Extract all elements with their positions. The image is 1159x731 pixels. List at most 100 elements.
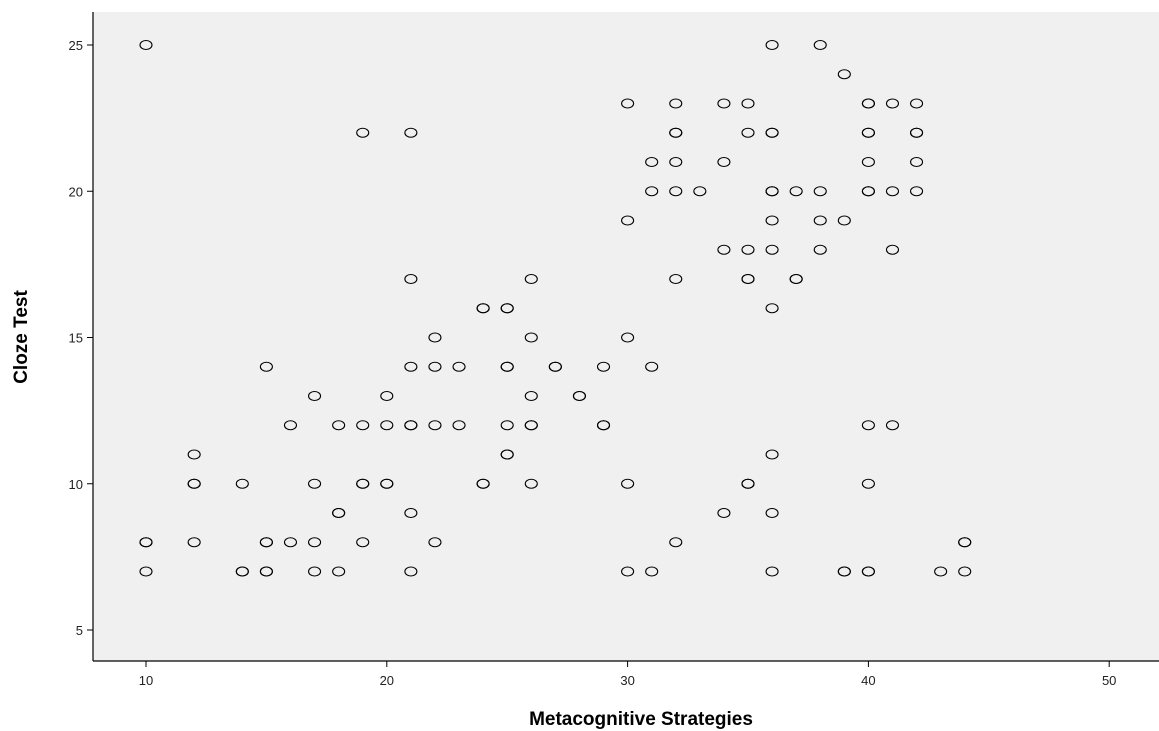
data-point: [187, 478, 201, 489]
data-point: [789, 273, 803, 285]
data-point: [404, 420, 418, 431]
data-point: [813, 244, 827, 255]
data-point: [717, 507, 731, 519]
data-point: [404, 127, 418, 138]
data-point: [380, 390, 394, 402]
x-tick-label: 40: [861, 673, 875, 688]
x-tick-label: 10: [139, 673, 153, 688]
data-point: [500, 361, 514, 372]
data-point: [813, 215, 827, 226]
data-point: [524, 478, 538, 489]
y-tick-label: 10: [69, 477, 83, 492]
y-tick-label: 5: [76, 623, 83, 638]
data-point: [404, 273, 418, 285]
y-tick-label: 20: [69, 184, 83, 199]
data-point: [139, 566, 153, 577]
data-point: [910, 156, 924, 168]
data-point: [621, 478, 635, 489]
data-point: [885, 186, 900, 197]
data-point: [669, 127, 683, 138]
data-point: [934, 566, 948, 577]
data-point: [861, 127, 875, 138]
data-point: [645, 156, 659, 168]
data-point: [139, 39, 153, 51]
y-tick-label: 15: [69, 331, 83, 346]
data-point: [621, 332, 635, 343]
data-point: [669, 186, 683, 197]
data-point: [765, 39, 779, 51]
data-point: [428, 537, 442, 548]
data-point: [187, 537, 201, 548]
data-point: [259, 566, 273, 577]
data-point: [910, 127, 924, 138]
data-point: [187, 449, 201, 460]
x-tick-label: 20: [380, 673, 394, 688]
data-point: [669, 98, 683, 109]
data-point: [765, 215, 779, 226]
data-point: [861, 98, 875, 109]
data-point: [596, 420, 611, 431]
data-point: [765, 507, 779, 519]
data-point: [500, 420, 514, 431]
y-axis-label: Cloze Test: [11, 290, 32, 384]
data-point: [621, 215, 635, 226]
data-point: [380, 420, 394, 431]
data-point: [404, 507, 418, 519]
data-point: [958, 537, 972, 548]
data-point: [885, 98, 900, 109]
x-axis-label: Metacognitive Strategies: [529, 709, 753, 730]
data-point: [524, 332, 538, 343]
data-point: [308, 566, 322, 577]
data-point: [861, 478, 875, 489]
data-point: [428, 361, 442, 372]
data-point: [524, 273, 538, 285]
data-point: [741, 244, 755, 255]
data-point: [356, 127, 370, 138]
data-point: [259, 361, 273, 372]
data-point: [645, 186, 659, 197]
data-point: [837, 215, 851, 226]
data-point: [717, 244, 731, 255]
plot-area: [93, 12, 1159, 661]
data-point: [958, 566, 972, 577]
data-point: [765, 566, 779, 577]
data-point: [789, 186, 803, 197]
data-point: [259, 537, 273, 548]
data-point: [765, 449, 779, 460]
data-point: [139, 537, 153, 548]
data-point: [910, 186, 924, 197]
data-point: [861, 420, 875, 431]
data-point: [404, 566, 418, 577]
data-point: [308, 537, 322, 548]
data-point: [428, 332, 442, 343]
data-point: [476, 478, 490, 489]
data-point: [380, 478, 394, 489]
data-point: [741, 127, 755, 138]
data-point: [885, 420, 900, 431]
data-point: [332, 566, 346, 577]
y-ticks: 5 10 15 20 25: [69, 38, 93, 638]
data-point: [693, 186, 707, 197]
data-point: [356, 420, 370, 431]
data-point: [645, 566, 659, 577]
x-tick-label: 30: [620, 673, 634, 688]
data-point: [645, 361, 659, 372]
data-point: [524, 390, 538, 402]
data-point: [356, 478, 370, 489]
data-point: [621, 566, 635, 577]
data-point: [669, 537, 683, 548]
data-point: [452, 420, 466, 431]
data-point: [356, 537, 370, 548]
data-point: [500, 303, 514, 314]
data-point: [765, 244, 779, 255]
data-point: [283, 420, 298, 431]
data-point: [861, 156, 875, 168]
x-ticks: 10 20 30 40 50: [139, 661, 1116, 688]
data-point: [717, 156, 731, 168]
data-point: [572, 390, 586, 402]
data-point: [452, 361, 466, 372]
data-point: [621, 98, 635, 109]
data-point: [283, 537, 298, 548]
data-point: [476, 303, 490, 314]
